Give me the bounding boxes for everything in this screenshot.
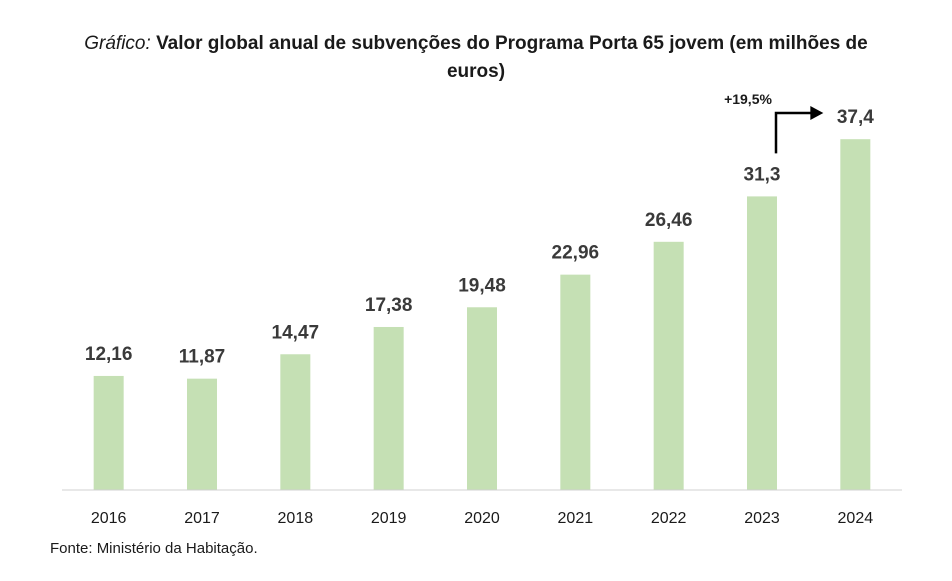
- bar-2021: [560, 274, 591, 490]
- bar-2017: [187, 378, 217, 490]
- tick-label-2016: 2016: [91, 510, 127, 527]
- bar-2023: [747, 196, 777, 490]
- growth-arrow-head: [810, 106, 824, 120]
- tick-label-2018: 2018: [278, 510, 314, 527]
- data-label-2017: 11,87: [179, 347, 226, 368]
- chart-title-text: Valor global anual de subvenções do Prog…: [156, 33, 868, 82]
- source-note: Fonte: Ministério da Habitação.: [50, 540, 258, 557]
- bar-2019: [373, 326, 404, 490]
- growth-arrow-line: [774, 111, 812, 154]
- bar-2022: [653, 241, 684, 490]
- bar-2024: [840, 139, 871, 491]
- chart-title: Gráfico: Valor global anual de subvençõe…: [60, 30, 892, 86]
- data-label-2019: 17,38: [365, 295, 413, 316]
- bar-2018: [280, 354, 311, 490]
- growth-annotation-label: +19,5%: [724, 91, 772, 107]
- data-label-2024: 37,4: [837, 107, 874, 128]
- data-label-2018: 14,47: [272, 322, 320, 343]
- tick-label-2024: 2024: [838, 510, 874, 527]
- data-label-2022: 26,46: [645, 210, 693, 231]
- bar-2016: [93, 375, 124, 490]
- tick-label-2017: 2017: [184, 510, 220, 527]
- data-label-2023: 31,3: [744, 164, 781, 185]
- data-label-2016: 12,16: [85, 344, 133, 365]
- data-label-2020: 19,48: [458, 275, 506, 296]
- tick-label-2022: 2022: [651, 510, 687, 527]
- tick-label-2023: 2023: [744, 510, 780, 527]
- tick-label-2021: 2021: [558, 510, 594, 527]
- bar-2020: [467, 307, 497, 490]
- chart-title-prefix: Gráfico:: [84, 33, 151, 54]
- tick-label-2020: 2020: [464, 510, 500, 527]
- data-label-2021: 22,96: [552, 243, 600, 264]
- tick-label-2019: 2019: [371, 510, 407, 527]
